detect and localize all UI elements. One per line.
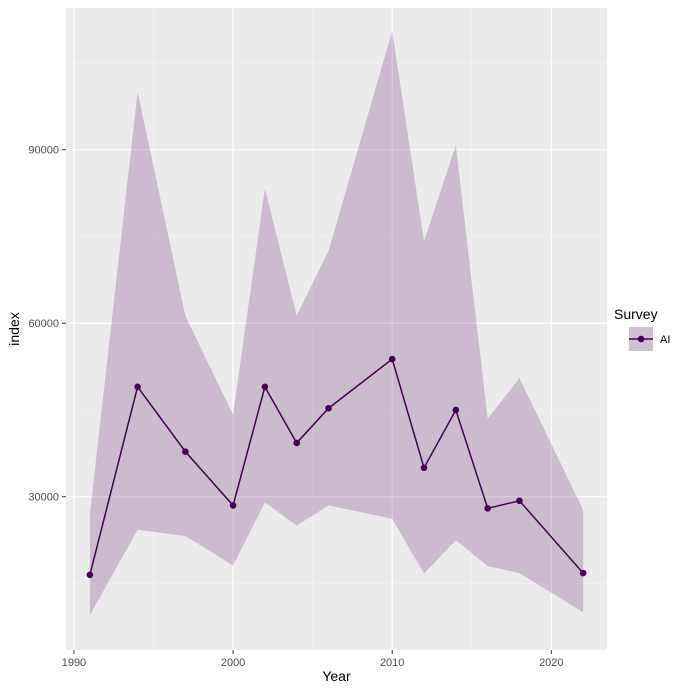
x-axis-title: Year (322, 668, 351, 684)
legend-title: Survey (614, 306, 658, 322)
y-axis-title: index (6, 312, 22, 345)
data-point (134, 383, 141, 391)
legend-label: AI (660, 334, 670, 346)
y-tick-label: 30000 (28, 492, 59, 504)
data-point (86, 571, 94, 579)
data-point (420, 464, 428, 472)
data-point (388, 355, 396, 363)
x-axis: 1990 2000 2010 2020 (62, 650, 564, 669)
data-point (579, 569, 587, 577)
data-point (516, 497, 523, 505)
data-point (229, 502, 237, 509)
x-tick-label: 2010 (380, 657, 404, 669)
y-axis: 30000 60000 90000 (28, 145, 66, 504)
x-tick-label: 2020 (539, 657, 563, 669)
major-gridlines (66, 8, 607, 650)
data-point (182, 448, 189, 455)
x-tick-label: 1990 (62, 657, 86, 669)
y-tick-label: 90000 (28, 145, 59, 157)
y-tick-label: 60000 (28, 318, 59, 330)
data-point (484, 504, 491, 512)
panel-background (66, 8, 607, 650)
data-point (261, 383, 269, 391)
series-points (86, 355, 587, 579)
confidence-ribbons (89, 31, 584, 616)
legend-key-point (637, 335, 645, 343)
minor-gridlines (66, 8, 607, 650)
legend: Survey AI (614, 306, 670, 351)
data-point (325, 404, 332, 412)
confidence-ribbon (89, 31, 584, 616)
x-tick-label: 2000 (221, 657, 245, 669)
data-point (452, 406, 460, 414)
data-point (293, 439, 301, 447)
legend-key (629, 327, 653, 351)
